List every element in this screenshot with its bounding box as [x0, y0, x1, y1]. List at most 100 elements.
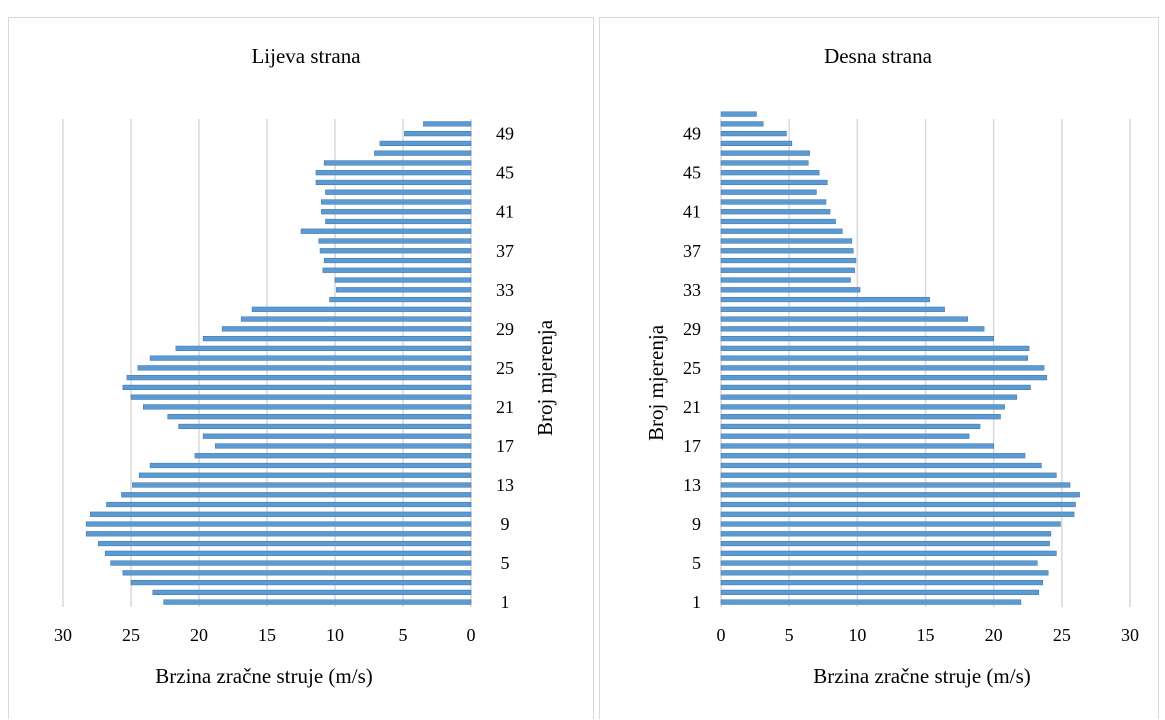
x-tick-label: 20 — [190, 625, 208, 645]
y-tick-label: 5 — [501, 553, 510, 573]
bar — [720, 404, 1005, 410]
bar — [318, 238, 472, 244]
bar — [720, 170, 820, 176]
bar — [720, 580, 1043, 586]
bar — [321, 209, 472, 215]
bar — [137, 365, 472, 371]
bar — [720, 277, 851, 283]
left-chart-frame: Lijeva strana 30 25 20 15 10 5 0 1 5 9 13 17 21 25 29 33… — [8, 17, 594, 719]
bar — [149, 355, 472, 361]
chart-title: Desna strana — [824, 44, 933, 68]
bar — [122, 570, 472, 576]
bar — [323, 257, 472, 264]
bar — [720, 345, 1030, 351]
bar — [720, 160, 809, 166]
bar — [720, 228, 843, 234]
bar — [720, 131, 787, 137]
y-tick-label: 37 — [683, 241, 701, 261]
bar — [720, 570, 1049, 576]
bar — [720, 384, 1031, 390]
x-axis-label: Brzina zračne struje (m/s) — [155, 664, 373, 688]
y-tick-label: 37 — [496, 241, 514, 261]
y-tick-label: 1 — [501, 592, 510, 612]
bar — [720, 423, 981, 430]
bar — [720, 111, 757, 117]
bar — [720, 492, 1080, 498]
bar — [720, 433, 970, 439]
y-tick-label: 25 — [496, 358, 514, 378]
bar — [720, 316, 969, 322]
bar — [720, 443, 994, 449]
y-tick-label: 29 — [683, 319, 701, 339]
bar — [325, 218, 472, 225]
y-tick-label: 25 — [683, 358, 701, 378]
bar — [221, 326, 472, 332]
bar — [89, 511, 472, 517]
bar — [720, 296, 930, 303]
y-tick-label: 45 — [496, 163, 514, 183]
bar — [404, 131, 472, 137]
x-tick-label: 25 — [122, 625, 140, 645]
bar — [720, 550, 1057, 556]
x-tick-label: 0 — [717, 625, 726, 645]
x-axis-label: Brzina zračne struje (m/s) — [813, 664, 1031, 688]
bar — [720, 248, 854, 254]
bar — [720, 121, 764, 127]
bar — [720, 326, 985, 332]
bar — [720, 150, 810, 156]
bar — [720, 267, 855, 273]
bar — [98, 540, 472, 547]
bar — [132, 482, 472, 488]
bar — [720, 394, 1018, 400]
y-tick-label: 49 — [496, 124, 514, 144]
x-tick-label: 30 — [1121, 625, 1139, 645]
bar — [240, 316, 472, 322]
x-tick-label: 15 — [258, 625, 276, 645]
bar — [720, 375, 1048, 381]
y-tick-label: 21 — [496, 397, 514, 417]
bar — [251, 306, 472, 312]
bar — [720, 472, 1057, 478]
x-tick-label: 30 — [54, 625, 72, 645]
bar — [720, 511, 1075, 517]
bar — [202, 336, 472, 342]
x-tick-label: 10 — [326, 625, 344, 645]
y-tick-label: 49 — [683, 124, 701, 144]
bar — [374, 150, 472, 156]
y-tick-label: 45 — [683, 163, 701, 183]
y-tick-label: 21 — [683, 397, 701, 417]
bar — [122, 384, 472, 390]
bar — [379, 140, 472, 146]
bar — [167, 414, 472, 420]
bar — [126, 375, 472, 381]
bar — [720, 179, 828, 186]
bar — [720, 560, 1038, 566]
bar — [138, 472, 472, 478]
y-tick-label: 33 — [496, 280, 514, 300]
bar — [720, 365, 1045, 371]
bar — [163, 599, 472, 605]
bar — [720, 589, 1039, 595]
bar — [334, 277, 472, 283]
x-tick-label: 0 — [467, 625, 476, 645]
chart-title: Lijeva strana — [251, 44, 361, 68]
x-tick-label: 15 — [917, 625, 935, 645]
y-tick-label: 13 — [496, 475, 514, 495]
bar — [142, 404, 472, 410]
y-tick-label: 9 — [692, 514, 701, 534]
bar — [720, 462, 1042, 469]
y-axis-label: Broj mjerenja — [533, 319, 557, 436]
bar — [720, 599, 1022, 605]
bar — [720, 414, 1001, 420]
bar — [720, 453, 1026, 459]
bar — [336, 287, 472, 293]
y-tick-label: 33 — [683, 280, 701, 300]
bar — [720, 257, 857, 264]
bar — [85, 521, 472, 527]
bar — [300, 228, 472, 234]
bar — [720, 336, 994, 342]
x-tick-label: 5 — [399, 625, 408, 645]
bar — [720, 199, 827, 205]
